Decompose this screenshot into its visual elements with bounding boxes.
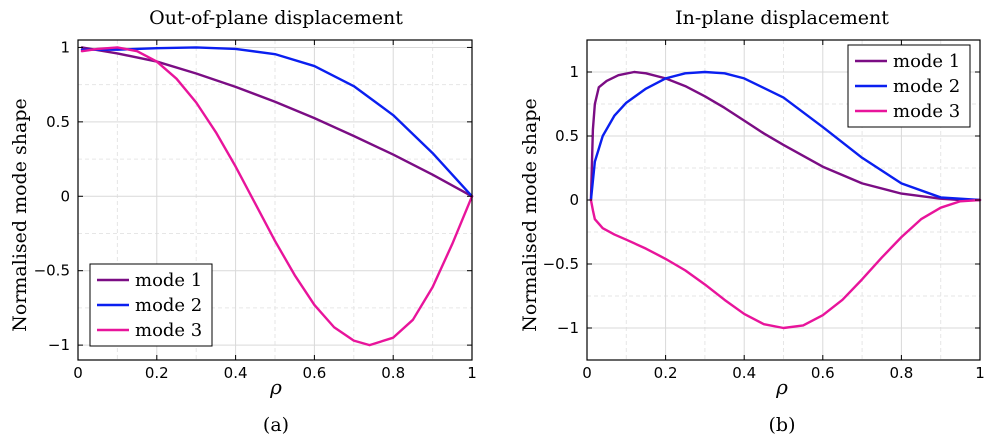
series-line-mode-2 <box>80 46 474 198</box>
y-axis-label: Normalised mode shape <box>519 98 541 331</box>
x-tick-label: 0.2 <box>654 364 678 382</box>
plot-frame <box>77 39 473 361</box>
panel-label: (b) <box>769 414 796 436</box>
legend: mode 1 mode 2 mode 3 <box>89 263 213 347</box>
series-line-mode-2 <box>589 70 982 202</box>
y-tick-label: −1 <box>48 336 70 354</box>
y-tick-label: 0 <box>569 191 579 209</box>
legend-label: mode 1 <box>893 51 960 72</box>
x-tick-label: 1 <box>467 364 477 382</box>
y-tick-label: −0.5 <box>34 262 70 280</box>
chart-title: In-plane displacement <box>675 7 889 29</box>
legend-label: mode 3 <box>135 320 202 341</box>
panel-out-of-plane: Out-of-plane displacement Normalised mod… <box>9 7 477 436</box>
series-line-mode-3 <box>80 46 474 347</box>
series-line-mode-1 <box>589 70 982 202</box>
y-tick-label: 0.5 <box>46 113 70 131</box>
x-tick-label: 0.2 <box>145 364 169 382</box>
x-tick-label: 0.4 <box>224 364 248 382</box>
x-tick-label: 1 <box>975 364 984 382</box>
x-axis-label: ρ <box>775 375 788 399</box>
x-tick-label: 0.8 <box>889 364 913 382</box>
chart-title: Out-of-plane displacement <box>149 7 403 29</box>
y-tick-label: 1 <box>60 38 70 56</box>
y-tick-label: −0.5 <box>543 255 579 273</box>
series-line-mode-1 <box>80 46 474 198</box>
x-tick-label: 0.6 <box>302 364 326 382</box>
x-tick-label: 0.4 <box>732 364 756 382</box>
legend-label: mode 3 <box>893 101 960 122</box>
legend-label: mode 1 <box>135 270 202 291</box>
x-tick-label: 0.8 <box>381 364 405 382</box>
legend-label: mode 2 <box>893 76 960 97</box>
legend: mode 1 mode 2 mode 3 <box>847 44 971 128</box>
x-tick-label: 0.6 <box>811 364 835 382</box>
y-tick-label: 1 <box>569 63 579 81</box>
x-tick-label: 0 <box>582 364 592 382</box>
series-line-mode-3 <box>589 198 982 330</box>
y-axis-label: Normalised mode shape <box>9 98 31 331</box>
panel-in-plane: In-plane displacement Normalised mode sh… <box>519 7 984 436</box>
y-tick-label: −1 <box>557 319 579 337</box>
y-tick-label: 0 <box>60 187 70 205</box>
legend-label: mode 2 <box>135 295 202 316</box>
x-axis-label: ρ <box>269 375 282 399</box>
x-tick-label: 0 <box>73 364 83 382</box>
panel-label: (a) <box>263 414 289 436</box>
y-tick-label: 0.5 <box>555 127 579 145</box>
